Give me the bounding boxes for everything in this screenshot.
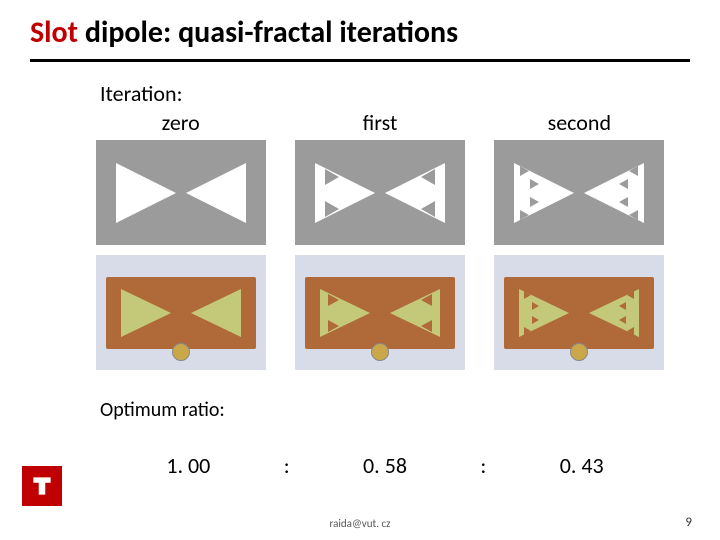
sim-row	[90, 140, 670, 245]
ratio-value: 0. 43	[493, 452, 670, 479]
pcb-col	[489, 245, 670, 370]
ratio-value: 1. 00	[100, 452, 277, 479]
sma-connector-icon	[371, 343, 389, 361]
footer-email: raida@vut. cz	[0, 517, 720, 530]
title-bar: Slot dipole: quasi-fractal iterations	[0, 0, 720, 57]
pcb-panel-second	[494, 255, 664, 370]
title-accent: Slot	[30, 14, 78, 51]
content-area: Iteration: zero first second	[0, 62, 720, 479]
sim-col	[489, 140, 670, 245]
pcb-panel-zero	[96, 255, 266, 370]
slide: Slot dipole: quasi-fractal iterations It…	[0, 0, 720, 540]
ratio-row: 1. 00 : 0. 58 : 0. 43	[90, 452, 670, 479]
title-rest: dipole: quasi-fractal iterations	[78, 14, 458, 51]
sim-panel-second	[494, 140, 664, 245]
sim-panel-zero	[96, 140, 266, 245]
ratio-separator: :	[473, 452, 493, 479]
brand-logo	[22, 466, 62, 506]
sma-connector-icon	[172, 343, 190, 361]
col-zero: zero	[90, 109, 271, 140]
col-first: first	[289, 109, 470, 140]
slide-title: Slot dipole: quasi-fractal iterations	[30, 14, 720, 51]
pcb-col	[289, 245, 470, 370]
iteration-heading: Iteration:	[90, 80, 670, 107]
ratio-value: 0. 58	[297, 452, 474, 479]
pcb-row	[90, 245, 670, 370]
sim-col	[90, 140, 271, 245]
sma-connector-icon	[570, 343, 588, 361]
col-second: second	[489, 109, 670, 140]
ratio-separator: :	[277, 452, 297, 479]
sim-panel-first	[295, 140, 465, 245]
sim-col	[289, 140, 470, 245]
pcb-col	[90, 245, 271, 370]
ratio-heading: Optimum ratio:	[90, 398, 670, 422]
page-number: 9	[685, 515, 692, 530]
labels-row: zero first second	[90, 109, 670, 140]
logo-t-icon	[29, 473, 55, 499]
ratio-block: Optimum ratio: 1. 00 : 0. 58 : 0. 43	[90, 398, 670, 479]
iteration-label: second	[489, 109, 670, 136]
iteration-label: zero	[90, 109, 271, 136]
pcb-panel-first	[295, 255, 465, 370]
iteration-label: first	[289, 109, 470, 136]
